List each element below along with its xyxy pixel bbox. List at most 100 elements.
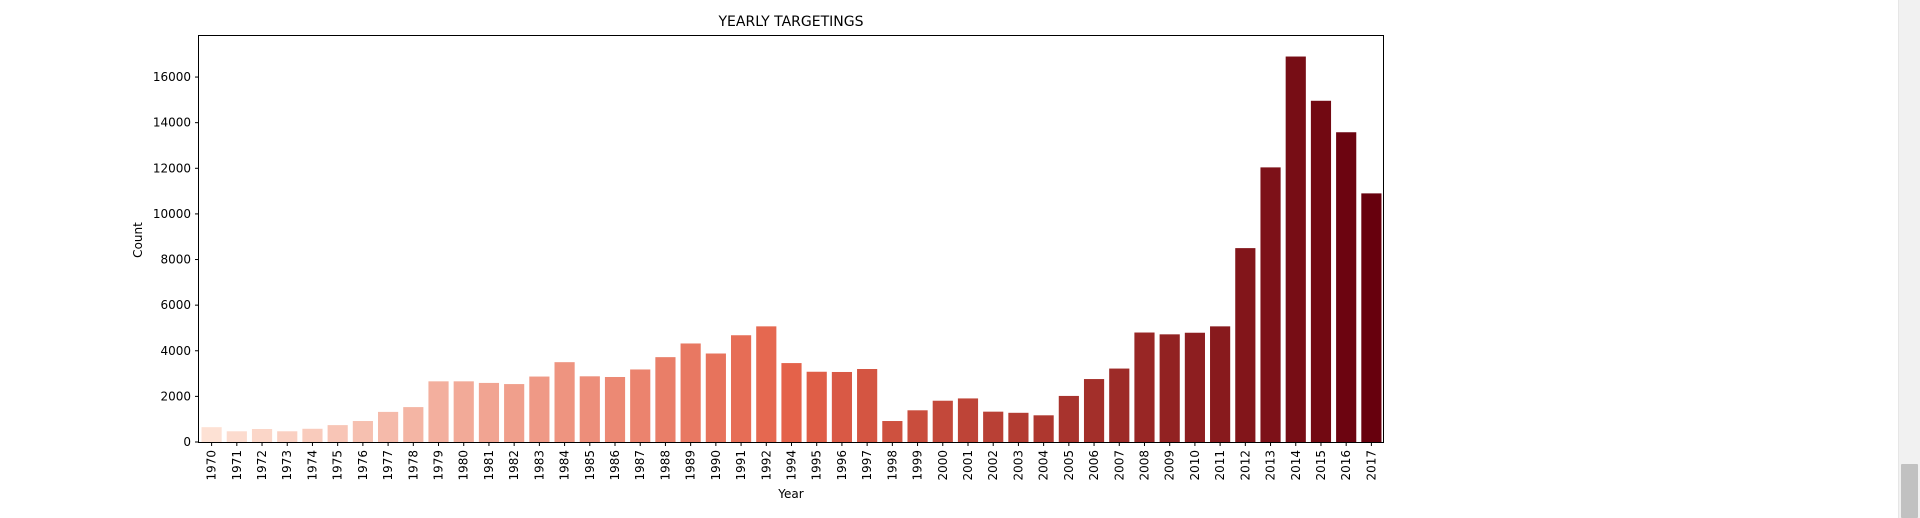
bar-2002 [983,411,1004,442]
x-tick-label: 1976 [356,450,370,481]
bar-1980 [453,381,474,442]
bar-2004 [1033,415,1054,442]
x-tick-label: 1989 [684,450,698,481]
x-tick-label: 1983 [532,450,546,481]
bar-chart: YEARLY TARGETINGS 0 2000 4000 6000 8000 10000… [131,14,1384,501]
y-tick-label: 14000 [153,116,191,130]
x-tick-label: 2010 [1188,450,1202,481]
bar-1976 [352,421,373,442]
x-tick-label: 1975 [331,450,345,481]
x-tick-label: 2005 [1062,450,1076,481]
x-tick-label: 1995 [810,450,824,481]
y-tick-label: 12000 [153,161,191,175]
x-tick-label: 1972 [255,450,269,481]
x-tick-label: 2011 [1213,450,1227,481]
bar-2012 [1235,248,1256,442]
x-tick-label: 1981 [482,450,496,481]
scrollbar-thumb[interactable] [1901,464,1918,518]
x-tick-label: 1980 [457,450,471,481]
x-tick-label: 2014 [1289,450,1303,481]
bar-2010 [1184,332,1205,442]
x-tick-label: 2016 [1339,450,1353,481]
x-tick-label: 1987 [633,450,647,481]
bar-1983 [529,376,550,442]
x-tick-label: 1986 [608,450,622,481]
bar-1992 [756,326,777,442]
x-tick-label: 1999 [911,450,925,481]
x-tick-label: 1984 [558,450,572,481]
x-tick-label: 1971 [230,450,244,481]
y-tick-label: 2000 [160,389,191,403]
x-tick-label: 2004 [1037,450,1051,481]
x-tick-label: 1988 [658,450,672,481]
bar-1994 [781,363,802,442]
bar-2016 [1336,132,1357,442]
bar-2005 [1058,395,1079,442]
bar-2008 [1134,332,1155,442]
y-tick-label: 4000 [160,344,191,358]
x-tick-label: 1970 [205,450,219,481]
y-tick-label: 0 [183,435,191,449]
bar-1972 [251,429,273,442]
x-tick-label: 1982 [507,450,521,481]
bar-1991 [730,335,752,442]
bar-1986 [604,376,626,442]
x-tick-label: 1997 [860,450,874,481]
bar-2006 [1083,379,1105,442]
x-tick-label: 2015 [1314,450,1328,481]
bar-1989 [680,343,701,442]
bar-1984 [554,362,575,442]
x-tick-label: 1973 [280,450,294,481]
bar-1982 [504,384,525,442]
chart-title: YEARLY TARGETINGS [718,14,864,30]
bar-1999 [907,410,928,442]
y-axis: 0 2000 4000 6000 8000 10000 12000 14000 16000 [153,70,199,449]
bar-1974 [302,428,323,442]
bar-2009 [1159,334,1180,442]
x-tick-label: 2002 [986,450,1000,481]
bar-1995 [806,371,827,442]
bar-1988 [655,357,676,442]
y-axis-label: Count [131,222,145,258]
y-tick-label: 16000 [153,70,191,84]
x-tick-label: 1977 [381,450,395,481]
bar-2001 [957,398,979,442]
x-tick-label: 2007 [1112,450,1126,481]
x-tick-label: 1996 [835,450,849,481]
bar-1975 [327,425,348,442]
bar-2011 [1210,326,1231,442]
bar-1979 [428,381,449,442]
bar-2017 [1361,193,1382,442]
scrollbar-track[interactable] [1898,0,1920,518]
x-tick-label: 2003 [1011,450,1025,481]
x-tick-label: 2000 [936,450,950,481]
x-tick-label: 2013 [1264,450,1278,481]
x-tick-label: 1974 [305,450,319,481]
bar-2000 [932,400,953,442]
bar-1987 [630,369,651,442]
bar-1970 [201,427,222,442]
bar-1998 [882,421,903,442]
x-tick-label: 1998 [885,450,899,481]
x-tick-label: 1978 [406,450,420,481]
bar-1977 [378,411,399,442]
bar-1971 [226,431,247,442]
bar-2003 [1008,412,1029,442]
bar-2014 [1285,56,1306,442]
bar-2015 [1310,100,1332,442]
x-tick-label: 1979 [432,450,446,481]
bars-group [201,56,1382,442]
y-tick-label: 10000 [153,207,191,221]
bar-1981 [478,382,500,442]
x-tick-label: 1994 [785,450,799,481]
y-tick-label: 6000 [160,298,191,312]
bar-1996 [831,371,853,442]
bar-2007 [1109,368,1130,442]
x-axis-label: Year [777,487,803,501]
bar-1973 [277,431,298,442]
x-tick-label: 2017 [1364,450,1378,481]
y-tick-label: 8000 [160,253,191,267]
bar-1997 [857,369,878,442]
x-tick-label: 1990 [709,450,723,481]
